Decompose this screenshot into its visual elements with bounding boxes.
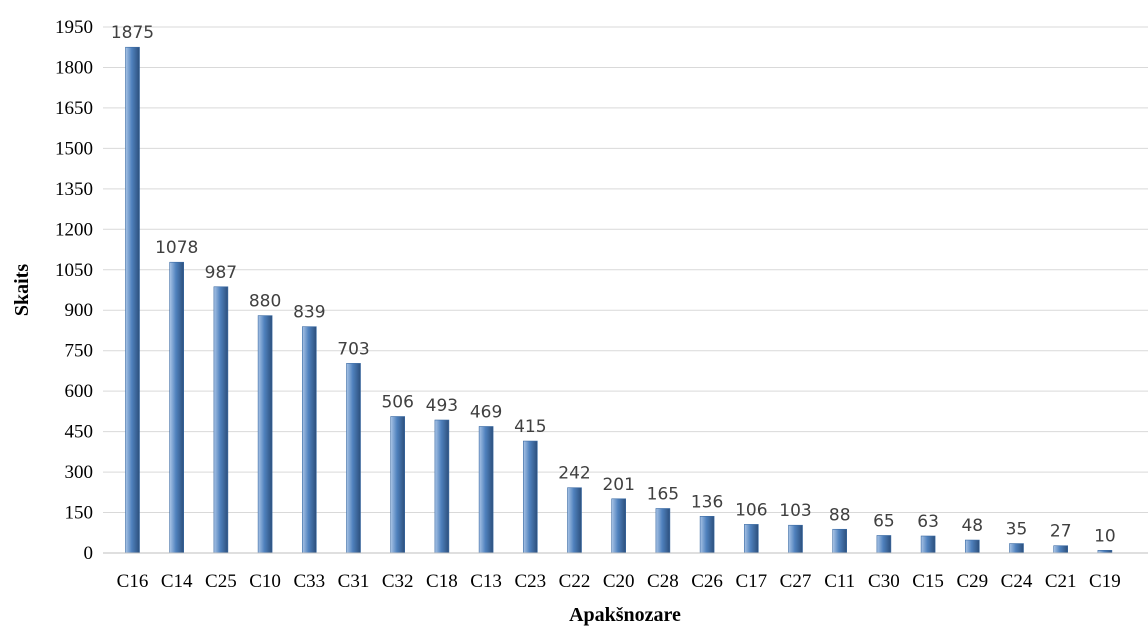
bar <box>876 535 892 554</box>
y-tick-label: 1350 <box>55 179 93 200</box>
y-tick-label: 1800 <box>55 57 93 78</box>
bar <box>125 46 140 554</box>
bar <box>478 426 494 554</box>
bar <box>699 516 715 554</box>
x-tick-label: C28 <box>647 571 679 592</box>
x-tick-label: C19 <box>1089 571 1121 592</box>
data-label: 493 <box>426 396 458 416</box>
data-label: 1078 <box>155 238 198 258</box>
bar <box>964 539 980 554</box>
x-tick-label: C22 <box>559 571 591 592</box>
x-tick-label: C14 <box>161 571 193 592</box>
bar <box>169 261 184 554</box>
bar <box>743 524 759 554</box>
y-axis-ticks: 0 150 300 450 600 750 900 1050 1200 1350 1500 1650 1… <box>55 17 93 564</box>
x-tick-label: C32 <box>382 571 414 592</box>
data-label: 27 <box>1050 522 1072 542</box>
bar <box>257 315 273 554</box>
data-label: 103 <box>779 501 811 521</box>
y-tick-label: 150 <box>65 503 94 524</box>
bar <box>655 508 671 554</box>
x-axis-title: Apakšnozare <box>569 604 681 626</box>
data-label: 165 <box>647 484 679 504</box>
x-tick-label: C23 <box>514 571 546 592</box>
x-tick-label: C16 <box>117 571 149 592</box>
y-tick-label: 1200 <box>55 219 93 240</box>
data-label: 10 <box>1094 526 1116 546</box>
bar <box>522 440 538 554</box>
data-label: 106 <box>735 500 767 520</box>
x-tick-label: C18 <box>426 571 458 592</box>
y-tick-label: 1500 <box>55 138 93 159</box>
data-label: 201 <box>602 475 634 495</box>
data-label: 48 <box>961 516 983 536</box>
bar <box>832 528 848 554</box>
bar <box>1009 543 1024 554</box>
x-tick-label: C17 <box>735 571 767 592</box>
data-labels: 1875 1078 987 880 839 703 506 493 469 415 242 201 16… <box>111 23 1116 546</box>
y-axis-title: Skaits <box>11 264 33 316</box>
bar <box>434 419 450 554</box>
x-tick-label: C27 <box>780 571 812 592</box>
x-tick-label: C26 <box>691 571 723 592</box>
y-tick-label: 1050 <box>55 260 93 281</box>
bar <box>567 487 582 554</box>
data-label: 880 <box>249 292 281 312</box>
data-label: 415 <box>514 417 546 437</box>
x-tick-label: C31 <box>338 571 370 592</box>
x-tick-label: C21 <box>1045 571 1077 592</box>
y-tick-label: 450 <box>65 422 94 443</box>
x-tick-label: C10 <box>249 571 281 592</box>
data-label: 469 <box>470 402 502 422</box>
data-label: 35 <box>1006 520 1028 540</box>
x-tick-label: C24 <box>1001 571 1033 592</box>
data-label: 1875 <box>111 23 154 43</box>
bar <box>346 363 361 554</box>
x-axis-ticks: C16 C14 C25 C10 C33 C31 C32 C18 C13 C23 C22 C20 C28 C… <box>117 571 1121 592</box>
data-label: 987 <box>205 263 237 283</box>
x-tick-label: C25 <box>205 571 237 592</box>
y-tick-label: 1950 <box>55 17 93 38</box>
data-label: 65 <box>873 511 895 531</box>
data-label: 63 <box>917 512 939 532</box>
x-tick-label: C33 <box>293 571 325 592</box>
data-label: 839 <box>293 303 325 323</box>
x-tick-label: C11 <box>824 571 855 592</box>
gridlines <box>103 26 1148 514</box>
data-label: 88 <box>829 505 851 525</box>
bar <box>1053 545 1068 554</box>
y-tick-label: 900 <box>65 300 94 321</box>
x-tick-label: C13 <box>470 571 502 592</box>
y-tick-label: 0 <box>84 543 94 564</box>
y-tick-label: 1650 <box>55 98 93 119</box>
bar <box>920 535 936 554</box>
bar <box>390 416 406 554</box>
bar <box>213 286 229 554</box>
x-tick-label: C29 <box>956 571 988 592</box>
data-label: 242 <box>558 464 590 484</box>
bars <box>125 46 1113 554</box>
bar <box>611 498 627 554</box>
bar <box>788 524 803 554</box>
bar <box>301 326 317 554</box>
y-tick-label: 300 <box>65 462 94 483</box>
data-label: 703 <box>337 339 369 359</box>
data-label: 506 <box>381 393 413 413</box>
x-tick-label: C20 <box>603 571 635 592</box>
x-tick-label: C30 <box>868 571 900 592</box>
data-label: 136 <box>691 492 723 512</box>
y-tick-label: 600 <box>65 381 94 402</box>
y-tick-label: 750 <box>65 341 94 362</box>
x-tick-label: C15 <box>912 571 944 592</box>
